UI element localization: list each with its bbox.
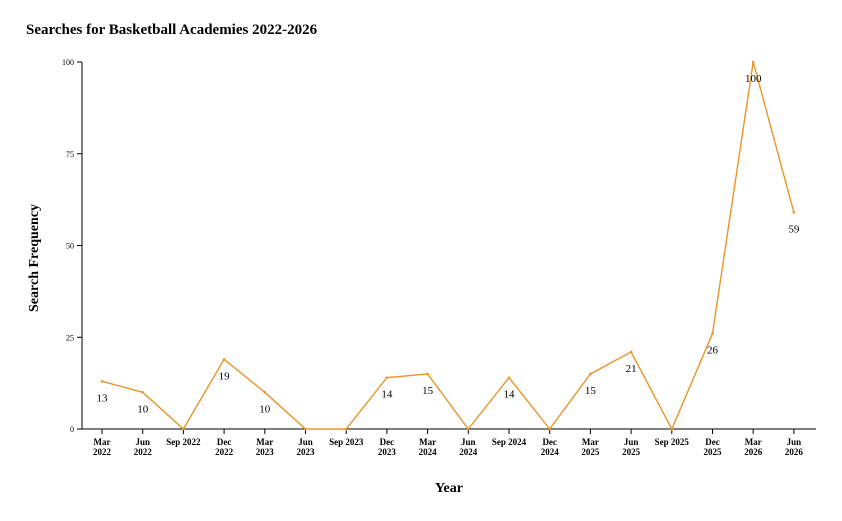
data-point: [426, 372, 429, 376]
data-point: [507, 376, 511, 379]
x-tick-label: Mar 2025: [581, 437, 600, 457]
data-label: 13: [97, 392, 109, 404]
data-point: [792, 211, 796, 214]
x-tick-label: Dec 2023: [378, 437, 397, 457]
y-tick-label: 25: [66, 333, 74, 342]
series-layer: [100, 60, 796, 431]
x-tick-label: Jun 2024: [459, 437, 478, 457]
y-tick-label: 50: [66, 242, 74, 251]
x-tick-label: Jun 2025: [622, 437, 641, 457]
data-point: [141, 391, 144, 394]
data-point: [385, 376, 389, 379]
y-tick-label: 0: [70, 425, 74, 434]
x-tick-label: Jun 2022: [134, 437, 153, 457]
data-label: 14: [504, 389, 516, 401]
data-label: 26: [707, 345, 719, 357]
y-tick-label: 100: [62, 58, 74, 67]
data-label: 10: [137, 403, 149, 415]
data-label: 59: [788, 223, 800, 235]
x-tick-label: Mar 2022: [93, 437, 112, 457]
x-tick-label: Sep 2025: [655, 437, 690, 447]
data-point: [263, 391, 267, 394]
data-point: [467, 427, 470, 431]
data-labels: 13 10 19 10 14 15 14 15 21 26 100 59: [97, 73, 800, 415]
data-label: 10: [259, 403, 271, 415]
x-tick-label: Mar 2023: [256, 437, 275, 457]
data-label: 19: [219, 370, 231, 382]
data-label: 100: [745, 73, 762, 85]
data-point: [344, 427, 348, 431]
x-tick-label: Dec 2022: [215, 437, 234, 457]
data-point: [711, 332, 714, 335]
x-tick-label: Sep 2024: [492, 437, 527, 447]
data-point: [304, 427, 307, 431]
y-tick-label: 75: [66, 150, 74, 159]
data-point: [100, 379, 104, 383]
data-point: [182, 427, 185, 431]
x-axis-ticks: Mar 2022 Jun 2022 Sep 2022 Dec 2022 Mar 2023 Jun 2…: [93, 429, 803, 457]
x-tick-label: Mar 2026: [744, 437, 763, 457]
y-axis-title: Search Frequency: [27, 204, 42, 312]
x-tick-label: Mar 2024: [419, 437, 438, 457]
x-tick-label: Jun 2023: [297, 437, 316, 457]
x-tick-label: Sep 2023: [329, 437, 364, 447]
data-point: [548, 427, 551, 431]
series-line: [101, 61, 795, 431]
data-label: 21: [626, 363, 637, 375]
data-point: [670, 427, 674, 431]
x-tick-label: Dec 2025: [704, 437, 723, 457]
x-tick-label: Jun 2026: [785, 437, 804, 457]
x-tick-label: Sep 2022: [166, 437, 201, 447]
data-label: 15: [585, 385, 597, 397]
y-axis-ticks: 0 25 50 75 100: [62, 58, 82, 434]
axes: [81, 62, 816, 430]
data-label: 15: [422, 385, 434, 397]
data-point: [589, 372, 592, 376]
data-label: 14: [381, 389, 393, 401]
x-axis-title: Year: [435, 481, 463, 496]
chart-title: Searches for Basketball Academies 2022-2…: [26, 22, 318, 38]
data-point: [751, 60, 755, 64]
data-point: [629, 350, 633, 354]
data-point: [222, 357, 226, 361]
x-tick-label: Dec 2024: [541, 437, 560, 457]
